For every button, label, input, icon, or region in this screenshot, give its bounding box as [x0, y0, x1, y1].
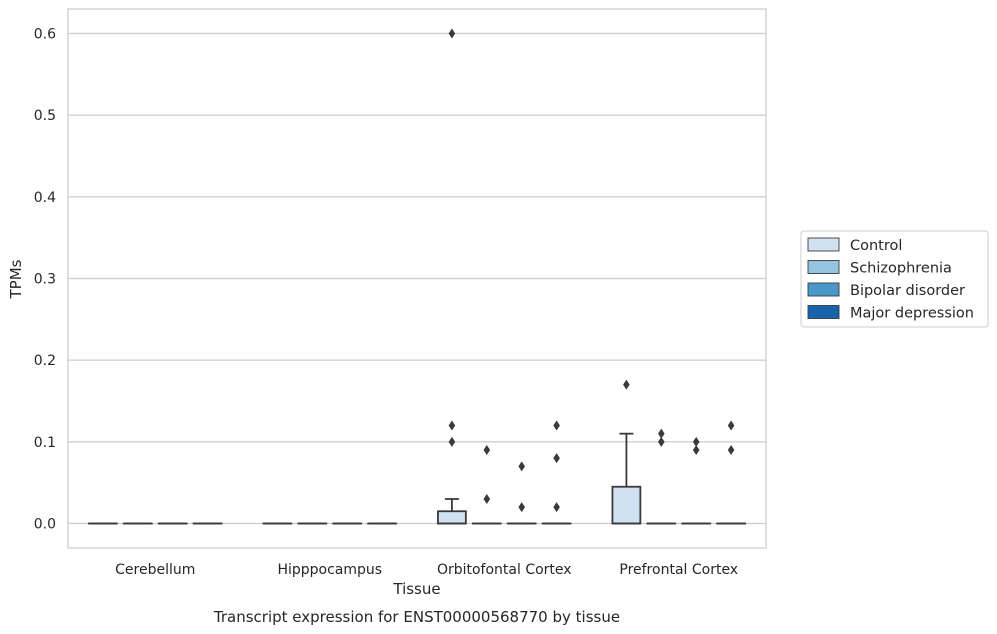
box-group — [437, 28, 467, 525]
x-axis-label: Tissue — [392, 580, 440, 598]
y-tick-label: 0.4 — [34, 190, 56, 206]
legend-swatch — [807, 237, 840, 252]
legend-label: Major depression — [850, 306, 974, 322]
outlier-point — [448, 420, 456, 431]
outlier-point — [727, 420, 735, 431]
x-tick-label: Orbitofontal Cortex — [437, 562, 572, 578]
box-plot-groups — [88, 28, 746, 525]
gridlines — [68, 32, 766, 525]
y-tick-label: 0.5 — [34, 108, 56, 124]
legend-items: Control Schizophrenia Bipolar disorder Majo… — [807, 237, 974, 322]
box-group — [611, 379, 642, 525]
y-axis-label: TPMs — [7, 259, 25, 299]
box-group — [646, 428, 677, 525]
outlier-point — [448, 436, 456, 447]
legend-swatch — [807, 260, 840, 274]
box-group — [541, 420, 572, 525]
y-tick-label: 0.0 — [34, 517, 56, 533]
outlier-point — [623, 379, 630, 390]
outlier-point — [483, 494, 491, 504]
legend-frame — [800, 230, 989, 328]
y-tick-label: 0.1 — [34, 435, 56, 451]
box — [611, 485, 642, 525]
box-group — [716, 420, 746, 525]
box-group — [471, 445, 502, 525]
outlier-point — [518, 461, 525, 472]
y-tick-label: 0.6 — [34, 27, 56, 43]
outlier-point — [448, 28, 456, 39]
x-tick-label: Cerebellum — [115, 562, 195, 578]
chart-title: Transcript expression for ENST0000056877… — [213, 608, 620, 626]
legend-swatch — [807, 305, 840, 319]
outlier-point — [658, 428, 665, 439]
outlier-point — [553, 420, 560, 431]
x-tick-label: Hipppocampus — [277, 562, 382, 578]
outlier-point — [553, 453, 560, 464]
outlier-point — [483, 445, 491, 455]
legend-label: Control — [850, 238, 902, 254]
outlier-point — [727, 445, 735, 455]
legend-label: Schizophrenia — [850, 261, 952, 277]
outlier-point — [518, 502, 525, 513]
box — [437, 510, 467, 525]
box-group — [506, 461, 537, 525]
y-tick-label: 0.3 — [34, 272, 56, 288]
plot-frame — [67, 8, 767, 549]
legend-swatch — [807, 282, 840, 297]
legend-label: Bipolar disorder — [850, 283, 965, 299]
x-axis-ticks: Cerebellum Hipppocampus Orbitofontal Corte… — [115, 562, 738, 578]
outlier-point — [553, 502, 560, 513]
outlier-point — [658, 436, 665, 447]
outlier-point — [692, 445, 700, 455]
outlier-point — [692, 436, 700, 447]
x-tick-label: Prefrontal Cortex — [619, 562, 738, 578]
box-group — [681, 436, 712, 525]
y-axis-ticks: 0.0 0.1 0.2 0.3 0.4 0.5 0.6 — [34, 27, 56, 533]
legend: Control Schizophrenia Bipolar disorder Majo… — [800, 230, 989, 328]
y-tick-label: 0.2 — [34, 353, 56, 369]
